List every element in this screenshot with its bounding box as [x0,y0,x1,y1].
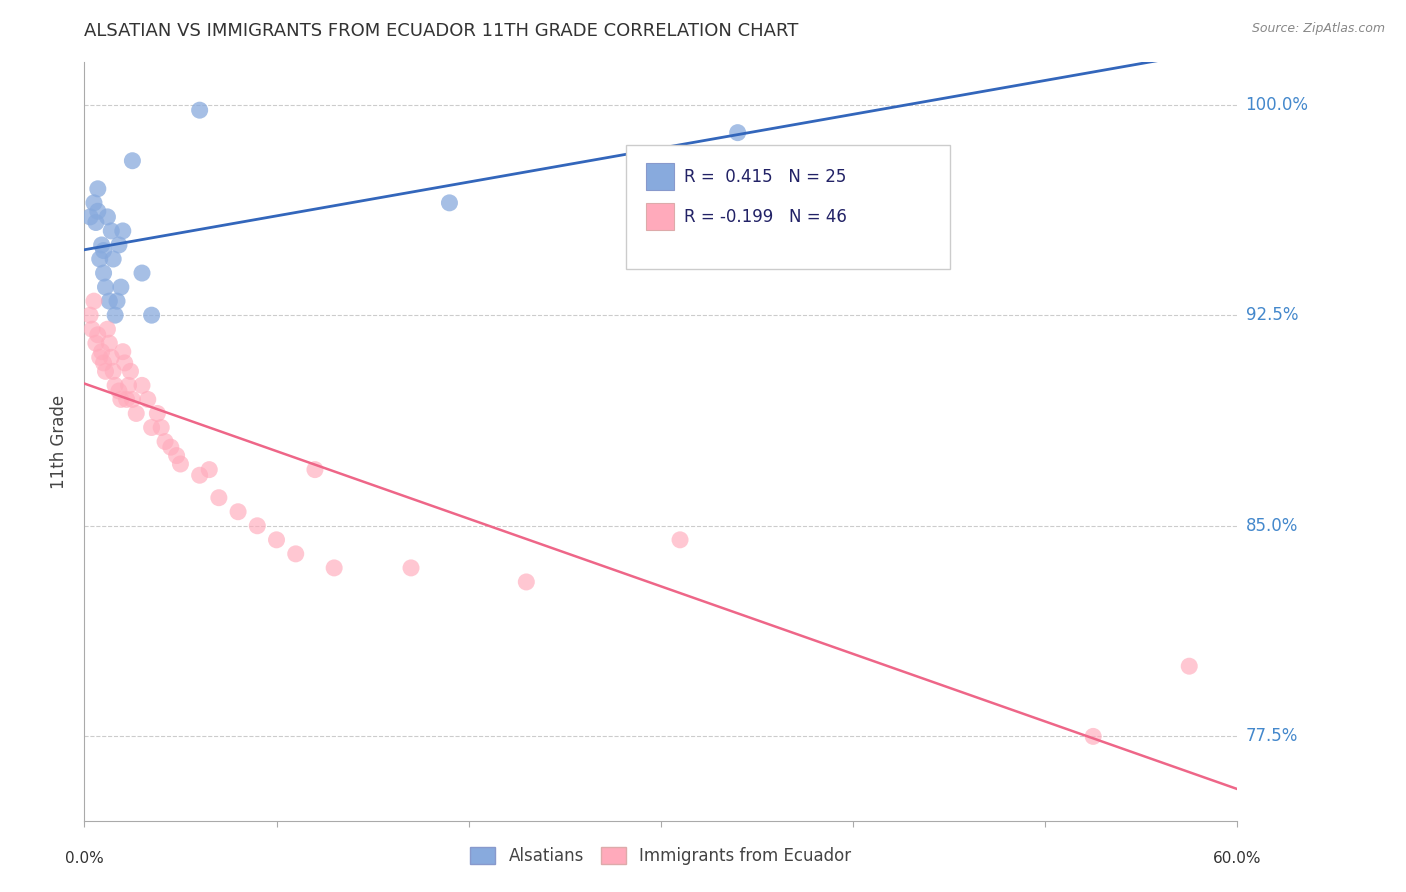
Point [89,252,111,266]
Point [188,103,211,118]
Point [125,407,148,421]
Point [111,224,134,238]
Point [90,238,112,252]
Text: 85.0%: 85.0% [1246,516,1298,535]
Text: 77.5%: 77.5% [1246,727,1298,746]
Point [94,280,117,294]
Point [226,505,249,519]
Point [110,280,132,294]
Legend: Alsatians, Immigrants from Ecuador: Alsatians, Immigrants from Ecuador [471,847,851,865]
Point [84,336,107,351]
Text: 92.5%: 92.5% [1246,306,1298,324]
Point [105,294,128,309]
Text: 100.0%: 100.0% [1246,95,1309,113]
Point [117,378,139,392]
Point [93,266,115,280]
Point [93,356,115,370]
Point [160,440,183,454]
Text: 60.0%: 60.0% [1213,851,1261,866]
Point [110,392,132,407]
Text: ALSATIAN VS IMMIGRANTS FROM ECUADOR 11TH GRADE CORRELATION CHART: ALSATIAN VS IMMIGRANTS FROM ECUADOR 11TH… [84,22,799,40]
Point [121,153,143,168]
Point [83,195,105,210]
Point [399,561,422,575]
Point [131,266,153,280]
Point [87,327,110,342]
Point [84,215,107,229]
Point [114,356,136,370]
Point [96,322,118,336]
Point [98,294,121,309]
Point [146,407,169,421]
Point [90,344,112,359]
Point [83,294,105,309]
Point [94,364,117,378]
Y-axis label: 11th Grade: 11th Grade [51,394,69,489]
Point [266,533,288,547]
Point [121,392,143,407]
Point [141,420,163,434]
Point [1178,659,1201,673]
Point [79,308,101,322]
Point [136,392,159,407]
Point [108,238,131,252]
Point [111,344,134,359]
Point [198,462,221,476]
Point [188,468,211,483]
Point [98,336,121,351]
Point [246,518,269,533]
Point [669,533,692,547]
Point [79,210,101,224]
Point [515,574,537,589]
Point [100,351,122,365]
Point [153,434,176,449]
Text: 0.0%: 0.0% [65,851,104,866]
Point [1083,730,1105,744]
Point [166,449,188,463]
Point [439,195,461,210]
Point [103,252,124,266]
Point [150,420,173,434]
Point [131,378,153,392]
Point [284,547,307,561]
Point [169,457,191,471]
Point [104,378,127,392]
Text: R = -0.199   N = 46: R = -0.199 N = 46 [685,208,846,226]
Point [120,364,142,378]
Point [108,384,131,398]
Point [87,182,110,196]
Point [727,126,749,140]
Point [141,308,163,322]
Point [89,351,111,365]
Text: R =  0.415   N = 25: R = 0.415 N = 25 [685,168,846,186]
Point [100,224,122,238]
Point [208,491,231,505]
Point [87,204,110,219]
Point [93,244,115,258]
Point [104,308,127,322]
Point [115,392,138,407]
Point [304,462,326,476]
Point [96,210,118,224]
Point [80,322,103,336]
Point [323,561,346,575]
Point [103,364,124,378]
Text: Source: ZipAtlas.com: Source: ZipAtlas.com [1251,22,1385,36]
